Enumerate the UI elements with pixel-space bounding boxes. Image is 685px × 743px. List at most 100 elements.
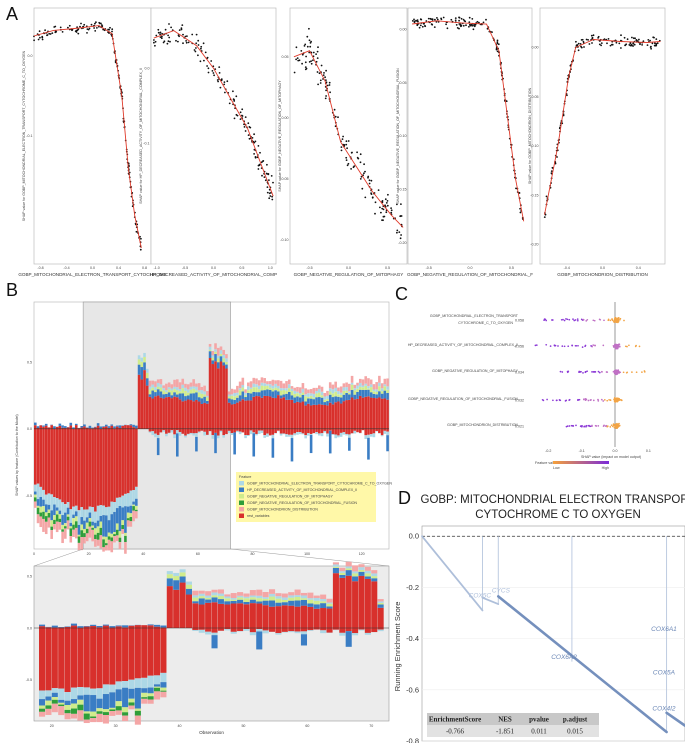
stacked-bar-segment (290, 434, 294, 439)
stacked-bar-segment (50, 428, 53, 495)
stacked-bar-segment (197, 397, 201, 402)
zoom-bar-segment (371, 570, 378, 574)
zoom-bar-segment (364, 632, 371, 635)
stacked-bar-segment (326, 433, 329, 437)
scatter-point (77, 28, 80, 31)
stacked-bar-segment (328, 428, 332, 431)
scatter-point (384, 198, 387, 201)
scatter-point (476, 20, 479, 23)
stacked-bar-segment (257, 392, 261, 397)
scatter-point (178, 35, 181, 38)
scatter-point (74, 30, 77, 33)
zoom-bar-segment (39, 708, 46, 712)
scatter-subplot-5: -0.4 0.0 0.40.00-0.05-0.10-0.15-0.20GOBP_M… (528, 7, 666, 277)
beeswarm-point (610, 424, 613, 427)
beeswarm-point (579, 425, 582, 428)
zoom-bar-segment (64, 628, 71, 693)
zoom-bar-segment (211, 635, 218, 649)
stacked-bar-segment (83, 426, 86, 429)
stacked-bar-segment (216, 368, 220, 429)
stacked-bar-segment (375, 391, 378, 395)
zoom-bar-segment (237, 592, 244, 596)
stacked-bar-segment (64, 428, 67, 505)
scatter-point (94, 30, 97, 32)
zoom-bar-segment (39, 624, 46, 627)
stacked-bar-segment (326, 428, 329, 434)
gene-label: COX4I2 (652, 705, 676, 712)
zoom-bar-segment (377, 601, 384, 603)
stacked-bar-segment (66, 507, 70, 515)
zoom-bar-segment (166, 578, 173, 587)
scatter-point (111, 28, 114, 31)
zoom-bar-segment (249, 628, 256, 633)
stacked-bar-segment (50, 510, 53, 521)
stacked-bar-segment (156, 434, 160, 439)
y-tick-label: -0.10 (398, 134, 406, 138)
stacked-bar-segment (211, 360, 215, 365)
stacked-bar-segment (189, 386, 193, 390)
zoom-bar-segment (128, 705, 135, 710)
stacked-bar-segment (173, 386, 176, 390)
zoom-bar-segment (90, 716, 97, 719)
scatter-point (232, 90, 234, 93)
zoom-bar-segment (154, 624, 161, 627)
legend-label: GOBP_NEGATIVE_REGULATION_OF_MITOCHONDRIA… (247, 501, 357, 505)
scatter-point (98, 21, 101, 24)
stacked-bar-segment (211, 350, 215, 356)
stacked-bar-segment (238, 390, 242, 396)
zoom-bar-segment (313, 608, 320, 628)
zoom-bar-segment (275, 633, 282, 635)
beeswarm-point (562, 318, 564, 321)
scatter-point (340, 146, 343, 149)
stacked-bar-segment (266, 381, 269, 385)
zoom-bar-segment (294, 628, 301, 632)
stacked-bar-segment (39, 425, 43, 429)
stacked-bar-segment (230, 404, 234, 429)
colorbar-high: High (602, 466, 609, 470)
stacked-bar-segment (296, 432, 299, 435)
stacked-bar-segment (304, 396, 307, 402)
stacked-bar-segment (252, 428, 256, 433)
stacked-bar-segment (186, 433, 190, 435)
zoom-bar-segment (237, 603, 244, 628)
stacked-bar-segment (162, 430, 165, 432)
scatter-point (253, 153, 256, 155)
stacked-bar-segment (121, 529, 124, 534)
zoom-bar-segment (288, 592, 295, 596)
zoom-bar-segment (205, 595, 212, 598)
scatter-point (618, 42, 621, 45)
stacked-bar-segment (222, 362, 226, 366)
zoom-bar-segment (77, 628, 84, 688)
scatter-point (398, 231, 401, 234)
stacked-bar-segment (203, 428, 206, 432)
zoom-bar-segment (198, 598, 205, 605)
stacked-bar-segment (72, 524, 75, 530)
beeswarm-point (606, 425, 609, 427)
zoom-bar-segment (288, 631, 295, 633)
zoom-bar-segment (64, 626, 71, 628)
legend-swatch (239, 507, 244, 512)
stacked-bar-segment (74, 423, 78, 426)
zoom-bar-segment (294, 600, 301, 607)
stacked-bar-segment (247, 390, 250, 393)
legend-swatch (239, 513, 244, 518)
beeswarm-point (591, 371, 593, 373)
stacked-bar-segment (94, 427, 97, 429)
scatter-point (159, 36, 162, 38)
stacked-bar-segment (367, 396, 370, 429)
stacked-bar-segment (318, 404, 321, 429)
zoom-x-tick-label: 30 (114, 724, 118, 728)
stacked-bar-segment (94, 528, 97, 535)
stacked-bar-segment (241, 428, 245, 433)
stacked-bar-segment (129, 428, 133, 491)
x-tick-label: -0.1 (579, 449, 585, 453)
stacked-bar-segment (74, 527, 78, 539)
zoom-bar-segment (224, 628, 231, 630)
zoom-bar-segment (128, 688, 135, 699)
stacked-bar-segment (145, 378, 149, 386)
scatter-point (620, 47, 622, 49)
zoom-bar-segment (300, 598, 308, 600)
zoom-bar-segment (160, 687, 167, 691)
stacked-bar-segment (339, 386, 343, 393)
